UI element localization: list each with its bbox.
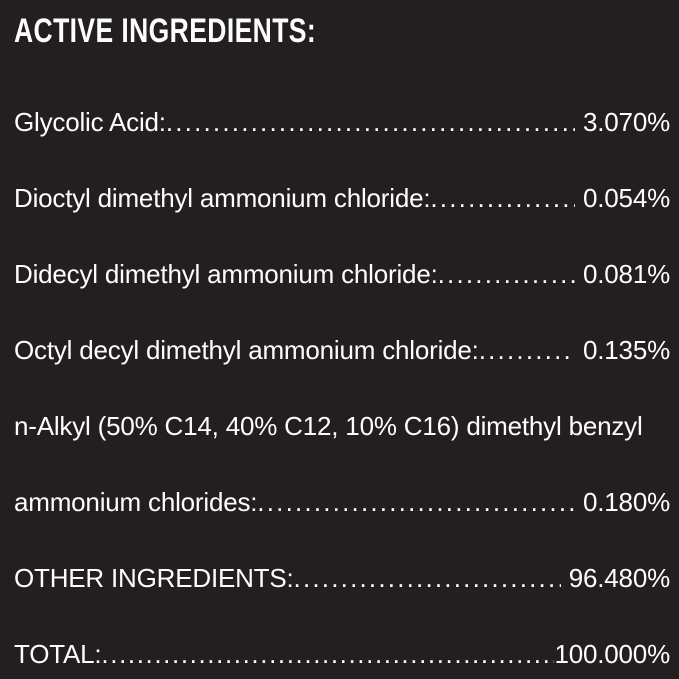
ingredient-row: Didecyl dimethyl ammonium chloride: ....…	[14, 211, 670, 287]
dot-leader: ........................................…	[165, 109, 575, 135]
other-ingredients-row: OTHER INGREDIENTS: .....................…	[14, 515, 670, 591]
ingredient-row: Octyl decyl dimethyl ammonium chloride: …	[14, 287, 670, 363]
ingredient-value: 0.054%	[583, 183, 670, 213]
ingredient-name: Glycolic Acid:	[14, 107, 166, 137]
ingredient-row: Glycolic Acid: .........................…	[14, 59, 670, 135]
ingredient-row: ammonium chlorides: ....................…	[14, 439, 670, 515]
ingredient-value: 3.070%	[583, 107, 670, 137]
dot-leader: ........................................…	[293, 565, 561, 591]
ingredient-value: 0.135%	[583, 335, 670, 365]
ingredient-value: 0.081%	[583, 259, 670, 289]
ingredient-value: 96.480%	[568, 563, 670, 593]
ingredient-value: 0.180%	[583, 487, 670, 517]
total-row: TOTAL: .................................…	[14, 591, 670, 667]
ingredient-name: TOTAL:	[14, 639, 102, 669]
dot-leader: ........................................…	[257, 489, 576, 515]
section-title-wrap: ACTIVE INGREDIENTS:	[14, 14, 670, 48]
ingredient-name: Didecyl dimethyl ammonium chloride:	[14, 259, 438, 289]
ingredient-name: Octyl decyl dimethyl ammonium chloride:	[14, 335, 479, 365]
dot-leader: ........................................…	[437, 261, 575, 287]
ingredient-name: Dioctyl dimethyl ammonium chloride:	[14, 183, 431, 213]
ingredient-name: ammonium chlorides:	[14, 487, 258, 517]
ingredient-row: Dioctyl dimethyl ammonium chloride: ....…	[14, 135, 670, 211]
ingredient-name: n-Alkyl (50% C14, 40% C12, 10% C16) dime…	[14, 411, 643, 441]
ingredient-value: 100.000%	[554, 639, 670, 669]
section-title: ACTIVE INGREDIENTS:	[14, 12, 317, 50]
ingredient-rows: Glycolic Acid: .........................…	[14, 59, 670, 667]
dot-leader: ........................................…	[101, 641, 554, 667]
dot-leader: ........................................…	[430, 185, 575, 211]
ingredient-name: OTHER INGREDIENTS:	[14, 563, 294, 593]
dot-leader: ........................................…	[478, 337, 575, 363]
ingredient-row: n-Alkyl (50% C14, 40% C12, 10% C16) dime…	[14, 363, 670, 439]
